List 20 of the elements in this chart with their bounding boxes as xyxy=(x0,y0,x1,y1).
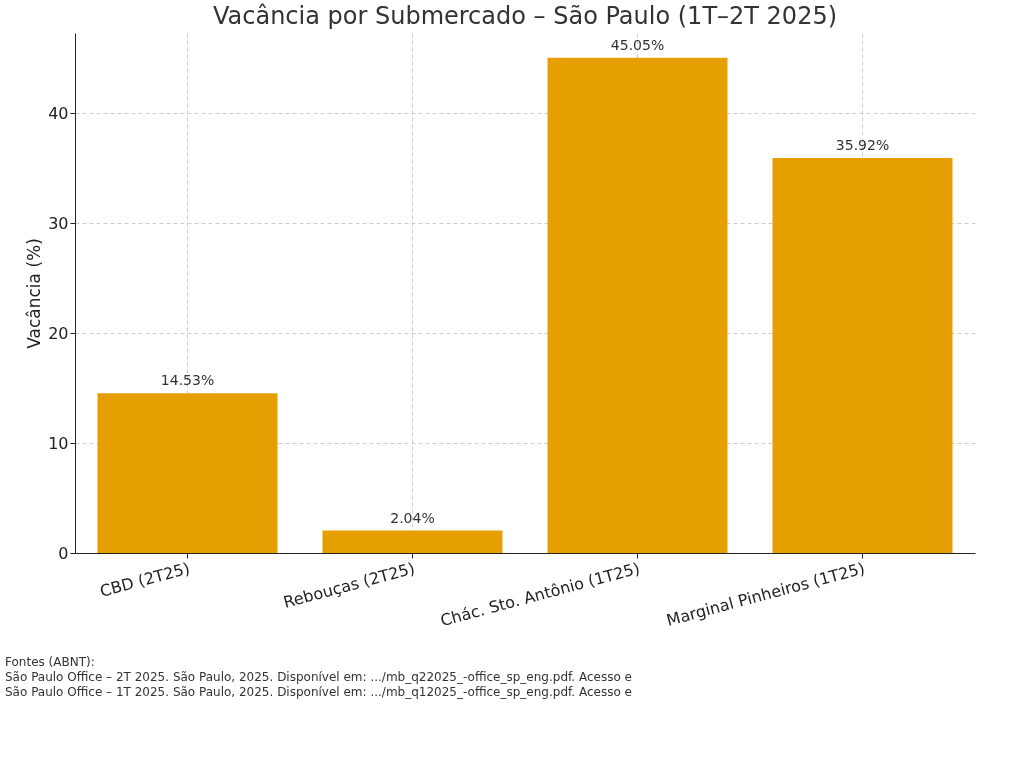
y-tick-label: 0 xyxy=(58,543,69,563)
data-label: 35.92% xyxy=(835,137,890,154)
bar xyxy=(547,57,728,553)
chart-title: Vacância por Submercado – São Paulo (1T–2T 2025) xyxy=(212,2,838,30)
y-axis-title: Vacância (%) xyxy=(24,238,45,349)
text: Fontes (ABNT): xyxy=(5,654,95,669)
x-tick-label: CBD (2T25) xyxy=(97,558,192,601)
text: São Paulo Office – 1T 2025. São Paulo, 2025. Disponível em: .../mb_q12025_-office_sp_eng.pdf. Acesso e xyxy=(5,684,633,699)
y-tick-label: 10 xyxy=(48,433,69,453)
text: São Paulo Office – 2T 2025. São Paulo, 2025. Disponível em: .../mb_q22025_-office_sp_eng.pdf. Acesso e xyxy=(5,669,633,684)
y-tick-label: 40 xyxy=(48,103,69,123)
bar xyxy=(322,530,503,553)
data-label: 2.04% xyxy=(390,509,435,526)
bar xyxy=(772,158,953,553)
x-tick-label: Chác. Sto. Antônio (1T25) xyxy=(438,558,642,631)
data-label: 14.53% xyxy=(160,372,215,389)
bar xyxy=(97,393,278,553)
data-label: 45.05% xyxy=(610,36,665,53)
y-tick-label: 20 xyxy=(48,323,69,343)
y-tick-label: 30 xyxy=(48,213,69,233)
